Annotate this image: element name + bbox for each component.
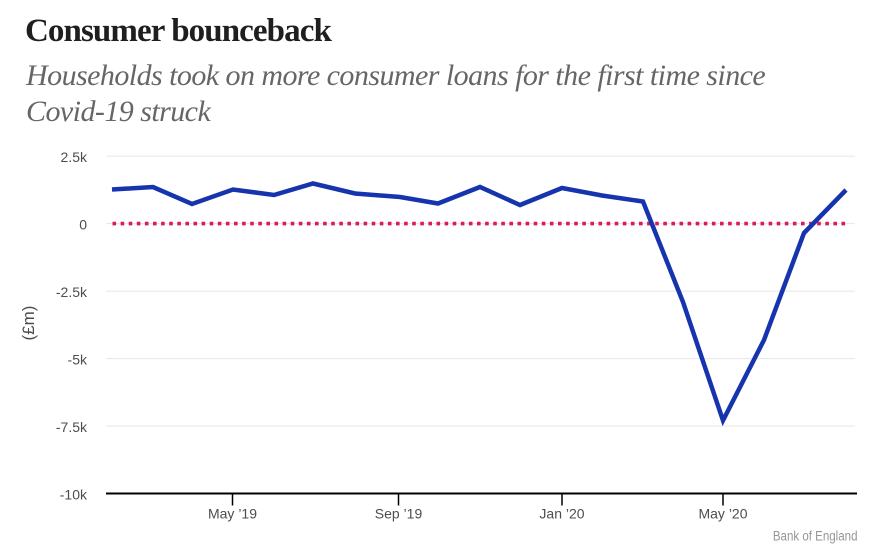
svg-text:0: 0	[79, 217, 87, 233]
svg-text:-10k: -10k	[60, 487, 88, 503]
svg-text:May ’20: May ’20	[698, 506, 747, 522]
svg-text:May ’19: May ’19	[208, 506, 257, 522]
svg-text:Sep ’19: Sep ’19	[375, 506, 423, 522]
svg-text:2.5k: 2.5k	[61, 149, 88, 165]
svg-text:-5k: -5k	[68, 352, 88, 368]
svg-text:-2.5k: -2.5k	[56, 284, 88, 300]
svg-text:Jan ’20: Jan ’20	[539, 506, 584, 522]
svg-text:(£m): (£m)	[19, 306, 38, 341]
svg-text:Bank of England: Bank of England	[773, 529, 858, 544]
svg-text:-7.5k: -7.5k	[56, 419, 88, 435]
